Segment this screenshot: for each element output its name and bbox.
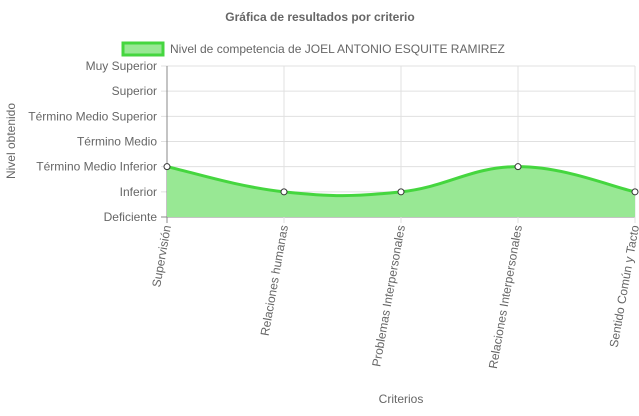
legend-label: Nivel de competencia de JOEL ANTONIO ESQ… bbox=[170, 42, 505, 56]
y-tick-label: Superior bbox=[112, 84, 157, 98]
x-axis-label: Criterios bbox=[379, 392, 424, 406]
x-tick-label: Problemas Interpersonales bbox=[369, 224, 408, 368]
x-tick-label: Sentido Común y Tacto bbox=[607, 224, 639, 349]
y-tick-label: Término Medio bbox=[77, 135, 157, 149]
legend[interactable]: Nivel de competencia de JOEL ANTONIO ESQ… bbox=[121, 41, 505, 57]
x-tick-labels: Supervisión Relaciones humanas Problemas I… bbox=[149, 224, 639, 370]
data-point[interactable] bbox=[397, 188, 405, 196]
y-tick-label: Término Medio Superior bbox=[28, 109, 157, 123]
legend-swatch bbox=[121, 41, 165, 57]
y-tick-label: Muy Superior bbox=[86, 59, 157, 73]
y-axis-label: Nivel obtenido bbox=[4, 103, 18, 179]
data-point[interactable] bbox=[631, 188, 639, 196]
x-tick-label: Supervisión bbox=[149, 224, 174, 288]
y-tick-label: Inferior bbox=[120, 185, 157, 199]
data-points bbox=[163, 163, 639, 196]
y-tick-label: Término Medio Inferior bbox=[36, 160, 157, 174]
y-tick-label: Deficiente bbox=[104, 210, 158, 224]
x-tick-label: Relaciones Interpersonales bbox=[486, 224, 525, 370]
y-tick-labels: Deficiente Inferior Término Medio Inferior… bbox=[28, 59, 157, 224]
chart-title: Gráfica de resultados por criterio bbox=[225, 10, 414, 24]
x-tick-label: Relaciones humanas bbox=[258, 224, 291, 337]
data-point[interactable] bbox=[280, 188, 288, 196]
data-point[interactable] bbox=[163, 163, 171, 171]
data-point[interactable] bbox=[514, 163, 522, 171]
